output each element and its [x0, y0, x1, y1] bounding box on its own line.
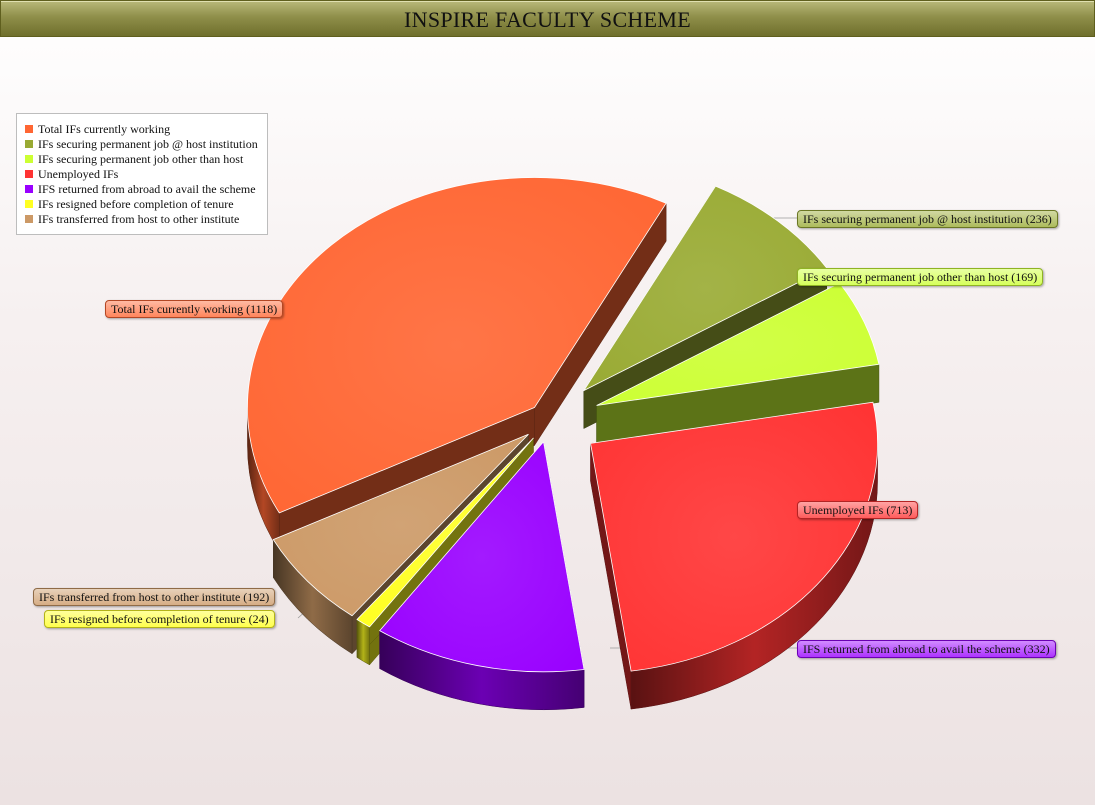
legend-swatch [25, 185, 33, 193]
pie-slice-top [379, 440, 585, 673]
pie-slice-rim [356, 619, 370, 666]
pie-slice-top [590, 401, 878, 672]
data-label-other-job: IFs securing permanent job other than ho… [797, 268, 1044, 286]
chart-title: INSPIRE FACULTY SCHEME [404, 7, 691, 32]
pie-slice [379, 440, 585, 711]
data-label-transferred: IFs transferred from host to other insti… [33, 588, 276, 606]
pie-slice-top [272, 433, 529, 617]
pie-slice-top [247, 177, 667, 514]
data-label-host-job: IFs securing permanent job @ host instit… [797, 210, 1058, 228]
legend-label: IFs transferred from host to other insti… [38, 212, 240, 226]
legend-item: IFs transferred from host to other insti… [25, 212, 239, 227]
legend-item: IFS returned from abroad to avail the sc… [25, 182, 256, 197]
legend-swatch [25, 200, 33, 208]
legend: Total IFs currently working IFs securing… [16, 113, 268, 235]
legend-swatch [25, 140, 33, 148]
legend-item: IFs securing permanent job other than ho… [25, 152, 243, 167]
legend-label: Total IFs currently working [38, 122, 171, 136]
data-label-resigned: IFs resigned before completion of tenure… [44, 610, 275, 628]
legend-label: IFs securing permanent job other than ho… [38, 152, 244, 166]
legend-swatch [25, 215, 33, 223]
legend-swatch [25, 170, 33, 178]
pie-slices [247, 177, 880, 711]
pie-slice-top [356, 437, 534, 628]
legend-item: IFs resigned before completion of tenure [25, 197, 234, 212]
legend-label: IFs resigned before completion of tenure [38, 197, 234, 211]
data-label-returned: IFS returned from abroad to avail the sc… [797, 640, 1056, 658]
legend-item: Total IFs currently working [25, 122, 170, 137]
pie-slice [590, 401, 878, 710]
data-label-unemployed: Unemployed IFs (713) [797, 501, 919, 519]
title-bar: INSPIRE FACULTY SCHEME [0, 0, 1095, 37]
data-label-working: Total IFs currently working (1118) [105, 300, 284, 318]
pie-slice [596, 282, 880, 444]
legend-item: IFs securing permanent job @ host instit… [25, 137, 258, 152]
legend-label: IFS returned from abroad to avail the sc… [38, 182, 256, 196]
pie-slice-top [582, 185, 828, 392]
legend-swatch [25, 125, 33, 133]
legend-item: Unemployed IFs [25, 167, 118, 182]
legend-label: IFs securing permanent job @ host instit… [38, 137, 258, 151]
legend-swatch [25, 155, 33, 163]
legend-label: Unemployed IFs [38, 167, 119, 181]
